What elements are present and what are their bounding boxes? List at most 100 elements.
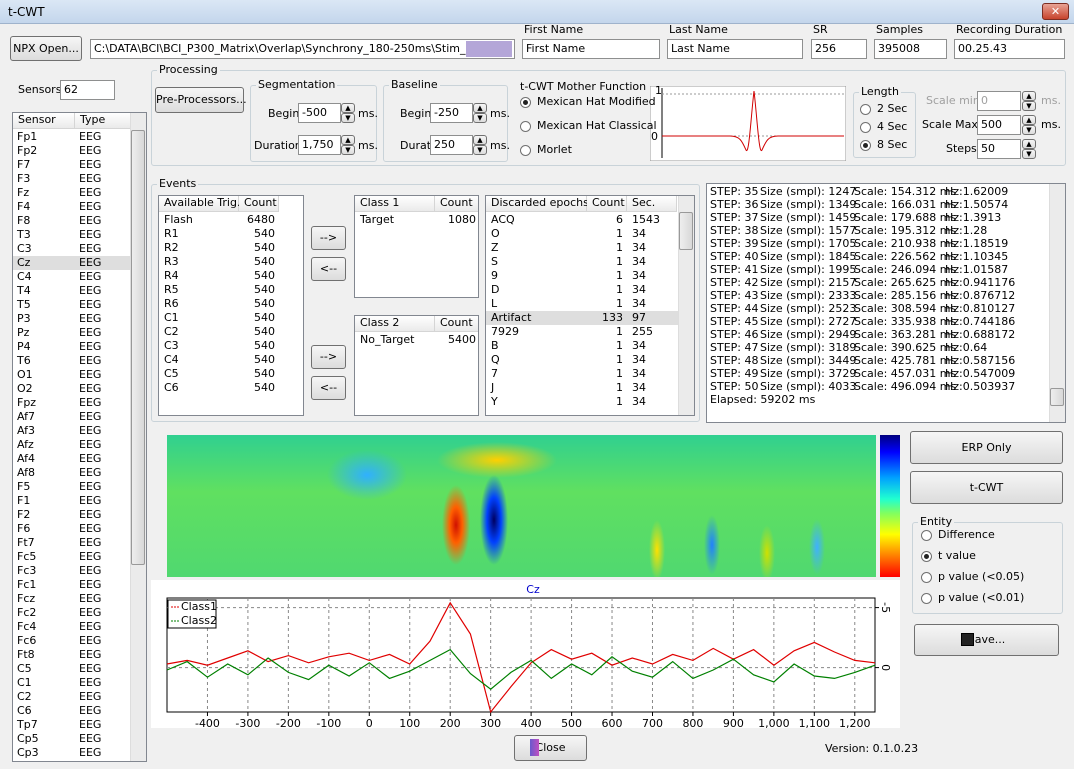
sensor-name[interactable]: C3 — [17, 242, 32, 255]
sensor-name[interactable]: Fc5 — [17, 550, 37, 563]
cell[interactable]: O — [491, 227, 500, 240]
sensor-type[interactable]: EEG — [79, 130, 102, 143]
sensor-name[interactable]: Ft7 — [17, 536, 35, 549]
sensor-type[interactable]: EEG — [79, 396, 102, 409]
cell[interactable]: 540 — [254, 297, 275, 310]
cell[interactable]: 1 — [616, 283, 623, 296]
sensor-type[interactable]: EEG — [79, 578, 102, 591]
sensor-type[interactable]: EEG — [79, 522, 102, 535]
sensor-name[interactable]: T4 — [17, 284, 31, 297]
cell[interactable]: C5 — [164, 367, 179, 380]
mother-option[interactable] — [520, 121, 531, 132]
column-header[interactable]: Sec. — [627, 196, 677, 212]
sensor-name[interactable]: Af7 — [17, 410, 36, 423]
sensor-header[interactable]: Sensor — [13, 113, 75, 129]
sensor-name[interactable]: C5 — [17, 662, 32, 675]
sensor-type[interactable]: EEG — [79, 354, 102, 367]
cell[interactable]: 6480 — [247, 213, 275, 226]
column-header[interactable]: Discarded epochs — [486, 196, 589, 212]
sensor-name[interactable]: Af3 — [17, 424, 36, 437]
sensor-name[interactable]: F3 — [17, 172, 31, 185]
cell[interactable]: 1080 — [448, 213, 476, 226]
cell[interactable]: 7 — [491, 367, 498, 380]
sensor-type[interactable]: EEG — [79, 732, 102, 745]
sensor-name[interactable]: T6 — [17, 354, 31, 367]
sensor-type[interactable]: EEG — [79, 746, 102, 759]
move-button[interactable]: --> — [311, 345, 346, 369]
cell[interactable]: 1 — [616, 269, 623, 282]
cell[interactable]: D — [491, 283, 500, 296]
column-header[interactable]: Count — [587, 196, 627, 212]
cell[interactable]: 540 — [254, 241, 275, 254]
sensor-name[interactable]: T3 — [17, 228, 31, 241]
cell[interactable]: Artifact — [491, 311, 532, 324]
cell[interactable]: 5400 — [448, 333, 476, 346]
sensor-name[interactable]: F6 — [17, 522, 31, 535]
spin-up[interactable]: ▲ — [1022, 139, 1036, 149]
sensor-type[interactable]: EEG — [79, 214, 102, 227]
cell[interactable]: Z — [491, 241, 499, 254]
cell[interactable]: L — [491, 297, 498, 310]
sensor-name[interactable]: Fcz — [17, 592, 36, 605]
sensor-type[interactable]: EEG — [79, 228, 102, 241]
cell[interactable]: 1 — [616, 325, 623, 338]
spin-up[interactable]: ▲ — [1022, 115, 1036, 125]
npx-open-button[interactable]: NPX Open... — [10, 36, 82, 61]
sensor-type[interactable]: EEG — [79, 662, 102, 675]
scale-input[interactable]: 0 — [977, 91, 1021, 111]
cell[interactable]: 133 — [602, 311, 623, 324]
cell[interactable]: 540 — [254, 339, 275, 352]
cell[interactable]: 540 — [254, 367, 275, 380]
sensor-name[interactable]: Afz — [17, 438, 34, 451]
cell[interactable]: Y — [491, 395, 498, 408]
mother-option[interactable] — [520, 145, 531, 156]
cell[interactable]: C1 — [164, 311, 179, 324]
cell[interactable]: Q — [491, 353, 500, 366]
cell[interactable]: 9 — [491, 269, 498, 282]
sensor-type[interactable]: EEG — [79, 676, 102, 689]
duration-input[interactable]: 250 — [430, 135, 473, 155]
cell[interactable]: 1 — [616, 381, 623, 394]
sensor-name[interactable]: F8 — [17, 214, 31, 227]
sensor-name[interactable]: F5 — [17, 480, 31, 493]
field-input[interactable]: 00.25.43 — [954, 39, 1065, 59]
cell[interactable]: 34 — [632, 227, 646, 240]
cell[interactable]: Target — [360, 213, 395, 226]
sensor-name[interactable]: Fp1 — [17, 130, 38, 143]
sensor-type[interactable]: EEG — [79, 438, 102, 451]
cell[interactable]: 1 — [616, 297, 623, 310]
spin-up[interactable]: ▲ — [341, 135, 355, 145]
sensor-name[interactable]: Fc1 — [17, 578, 37, 591]
sensor-type[interactable]: EEG — [79, 480, 102, 493]
cell[interactable]: 97 — [632, 311, 646, 324]
sensor-type[interactable]: EEG — [79, 452, 102, 465]
cell[interactable]: 34 — [632, 353, 646, 366]
spin-down[interactable]: ▼ — [341, 113, 355, 123]
field-input[interactable]: First Name — [522, 39, 660, 59]
cell[interactable]: 1543 — [632, 213, 660, 226]
cell[interactable]: 34 — [632, 381, 646, 394]
begin-input[interactable]: -250 — [430, 103, 473, 123]
scale-input[interactable]: 50 — [977, 139, 1021, 159]
sensor-type[interactable]: EEG — [79, 424, 102, 437]
cell[interactable]: R1 — [164, 227, 179, 240]
spin-down[interactable]: ▼ — [341, 145, 355, 155]
sensor-name[interactable]: C6 — [17, 704, 32, 717]
sensor-type[interactable]: EEG — [79, 634, 102, 647]
cell[interactable]: 540 — [254, 227, 275, 240]
sensor-type[interactable]: EEG — [79, 256, 102, 269]
sensor-name[interactable]: F2 — [17, 508, 31, 521]
sensor-name[interactable]: Fc3 — [17, 564, 37, 577]
column-header[interactable]: Class 1 — [355, 196, 435, 212]
entity-option[interactable] — [921, 593, 932, 604]
sensor-type[interactable]: EEG — [79, 536, 102, 549]
sensor-type[interactable]: EEG — [79, 550, 102, 563]
sensor-type[interactable]: EEG — [79, 158, 102, 171]
save-button[interactable]: Save... — [914, 624, 1059, 656]
sensor-name[interactable]: F4 — [17, 200, 31, 213]
cell[interactable]: J — [491, 381, 495, 394]
sensor-name[interactable]: Fz — [17, 186, 30, 199]
cell[interactable]: 6 — [616, 213, 623, 226]
sensor-type[interactable]: EEG — [79, 298, 102, 311]
scale-input[interactable]: 500 — [977, 115, 1021, 135]
